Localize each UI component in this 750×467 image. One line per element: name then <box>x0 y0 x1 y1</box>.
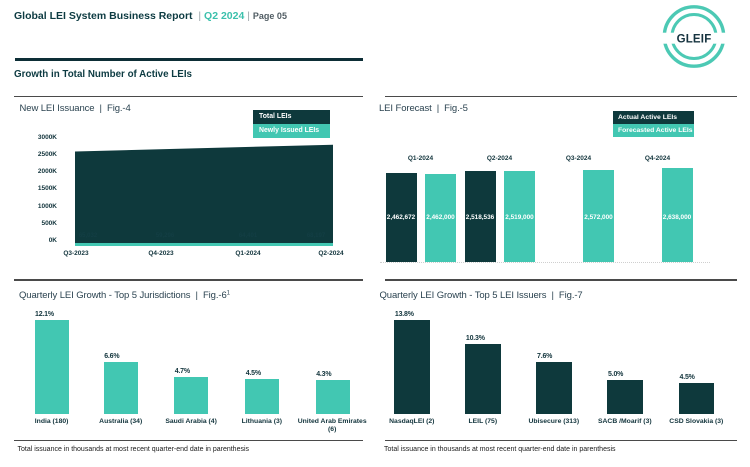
svg-text:65,032: 65,032 <box>79 233 98 239</box>
svg-text:68,197: 68,197 <box>307 233 326 239</box>
svg-text:64,401: 64,401 <box>239 233 258 239</box>
svg-text:GLEIF: GLEIF <box>677 34 712 46</box>
svg-text:59,296: 59,296 <box>156 233 175 239</box>
